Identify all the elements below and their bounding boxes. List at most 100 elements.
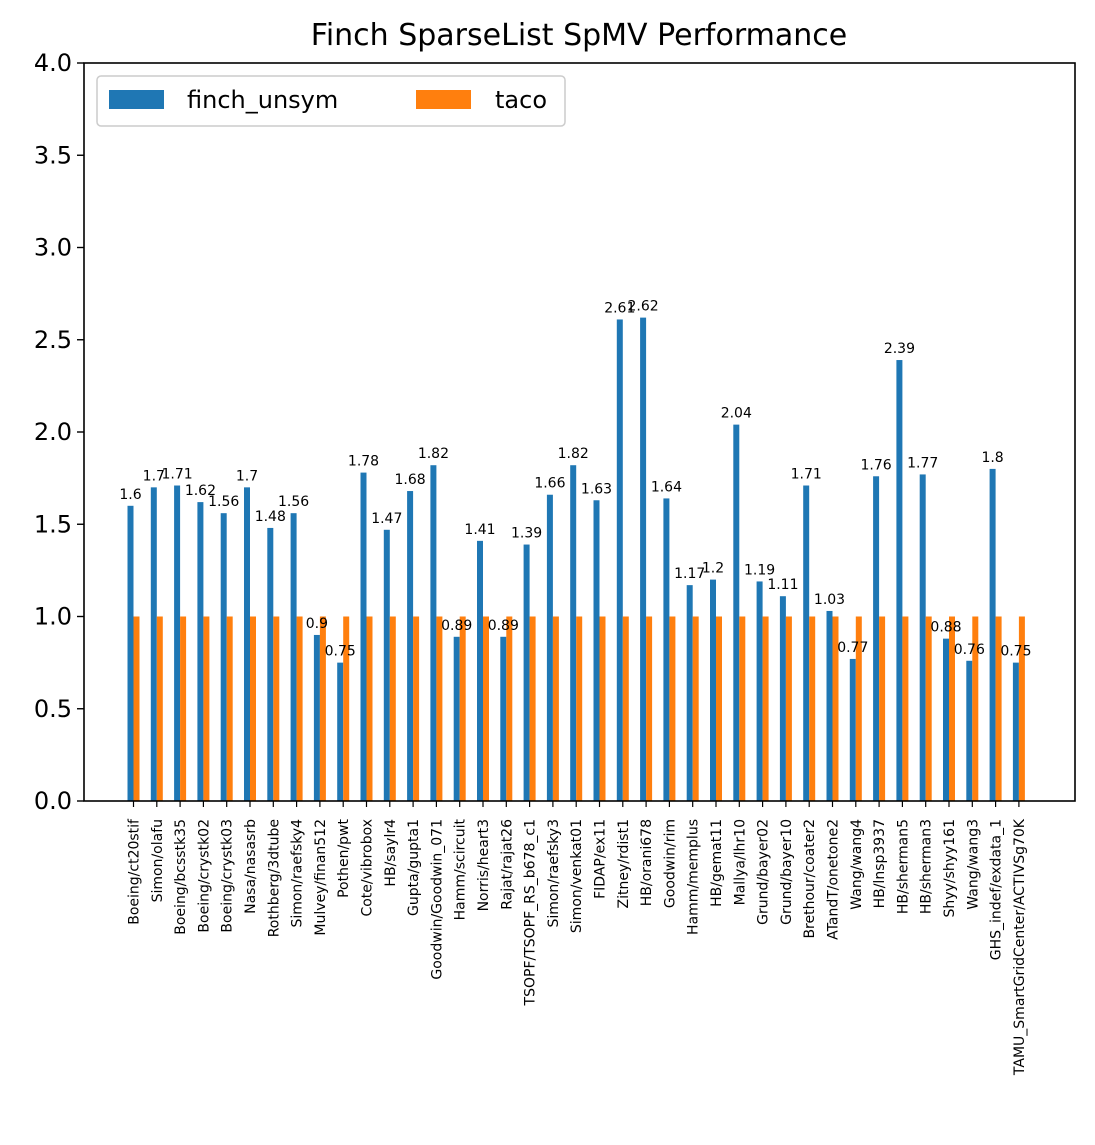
bar-taco bbox=[902, 616, 909, 801]
bar-finch-unsym bbox=[220, 513, 227, 801]
x-tick-label-hb-gemat11: HB/gemat11 bbox=[709, 819, 725, 907]
bar-taco bbox=[809, 616, 816, 801]
bar-finch-unsym bbox=[989, 468, 996, 801]
bar-taco bbox=[995, 616, 1002, 801]
data-label: 0.75 bbox=[1000, 644, 1031, 660]
data-label: 0.88 bbox=[930, 620, 961, 636]
bar-taco bbox=[250, 616, 256, 801]
bar-taco bbox=[576, 616, 583, 801]
x-tick-label-simon-venkat01: Simon/venkat01 bbox=[569, 819, 585, 933]
data-label: 2.04 bbox=[721, 406, 752, 422]
bar-taco bbox=[599, 616, 606, 801]
data-label: 2.62 bbox=[628, 299, 659, 315]
legend-frame bbox=[96, 75, 566, 127]
bar-taco bbox=[459, 616, 466, 801]
x-tick-label-hamm-memplus: Hamm/memplus bbox=[686, 819, 702, 935]
x-tick-label-grund-bayer10: Grund/bayer10 bbox=[779, 819, 795, 925]
bar-taco bbox=[319, 616, 326, 801]
data-label: 1.19 bbox=[744, 562, 775, 578]
bar-finch-unsym bbox=[1012, 662, 1019, 801]
x-tick-label-gupta-gupta1: Gupta/gupta1 bbox=[406, 819, 422, 916]
bar-finch-unsym bbox=[174, 485, 181, 801]
bar-taco bbox=[156, 616, 163, 801]
data-label: 1.76 bbox=[861, 457, 892, 473]
bar-taco bbox=[296, 616, 303, 801]
bar-finch-unsym bbox=[756, 581, 763, 801]
bar-finch-unsym bbox=[663, 498, 670, 801]
bar-taco bbox=[832, 616, 839, 801]
bar-finch-unsym bbox=[150, 487, 157, 801]
x-tick-label-mulvey-finan512: Mulvey/finan512 bbox=[313, 819, 329, 936]
y-tick-label: 1.0 bbox=[34, 603, 72, 631]
x-tick-label-rajat-rajat26: Rajat/rajat26 bbox=[499, 819, 515, 910]
y-tick-label: 2.0 bbox=[34, 418, 72, 446]
chart-title: Finch SparseList SpMV Performance bbox=[311, 18, 847, 53]
data-label: 1.11 bbox=[767, 577, 798, 593]
data-label: 1.8 bbox=[981, 450, 1003, 466]
bar-finch-unsym bbox=[616, 319, 623, 801]
data-label: 1.39 bbox=[511, 526, 542, 542]
x-tick-label-cote-vibrobox: Cote/vibrobox bbox=[360, 819, 376, 917]
data-label: 1.2 bbox=[702, 561, 724, 577]
x-tick-label-hamm-scircuit: Hamm/scircuit bbox=[453, 819, 469, 921]
bar-taco bbox=[343, 616, 350, 801]
bar-finch-unsym bbox=[849, 658, 856, 801]
legend-label-finch-unsym: finch_unsym bbox=[187, 86, 338, 114]
x-tick-label-boeing-ct20stif: Boeing/ct20stif bbox=[127, 818, 143, 925]
bar-finch-unsym bbox=[500, 636, 507, 801]
bar-taco bbox=[622, 616, 629, 801]
data-label: 1.41 bbox=[464, 522, 495, 538]
bar-finch-unsym bbox=[686, 585, 693, 801]
x-tick-label-fidap-ex11: FIDAP/ex11 bbox=[593, 819, 609, 899]
x-axis: Boeing/ct20stif Simon/olafu Boeing/bcsstk3… bbox=[127, 801, 1028, 1076]
bar-taco bbox=[389, 616, 396, 801]
bar-taco bbox=[669, 616, 676, 801]
bar-taco bbox=[413, 616, 420, 801]
data-label: 1.03 bbox=[814, 592, 845, 608]
bar-finch-unsym bbox=[407, 491, 414, 801]
x-tick-label-norris-heart3: Norris/heart3 bbox=[476, 819, 492, 911]
bar-taco bbox=[506, 616, 513, 801]
x-tick-label-boeing-bcsstk35: Boeing/bcsstk35 bbox=[173, 819, 189, 935]
bar-finch-unsym bbox=[430, 465, 437, 801]
y-tick-label: 4.0 bbox=[34, 49, 72, 77]
bar-finch-unsym bbox=[244, 487, 250, 801]
bar-taco bbox=[855, 616, 862, 801]
data-label: 0.76 bbox=[954, 642, 985, 658]
data-label: 1.47 bbox=[371, 511, 402, 527]
bar-taco bbox=[552, 616, 559, 801]
x-tick-label-rothberg-3dtube: Rothberg/3dtube bbox=[266, 819, 282, 937]
data-label: 0.9 bbox=[306, 616, 328, 632]
x-tick-label-wang-wang4: Wang/wang4 bbox=[849, 819, 865, 910]
x-tick-label-ghs-indef-exdata-1: GHS_indef/exdata_1 bbox=[989, 819, 1005, 960]
bar-taco bbox=[762, 616, 769, 801]
x-tick-label-simon-olafu: Simon/olafu bbox=[150, 819, 166, 902]
bar-finch-unsym bbox=[640, 317, 647, 801]
data-label: 1.77 bbox=[907, 455, 938, 471]
x-tick-label-brethour-coater2: Brethour/coater2 bbox=[802, 819, 818, 939]
bar-taco bbox=[739, 616, 746, 801]
x-tick-label-tsopf-tsopf-rs-b678-c1: TSOPF/TSOPF_RS_b678_c1 bbox=[523, 819, 539, 1006]
bar-finch-unsym bbox=[360, 472, 367, 801]
data-label: 1.68 bbox=[395, 472, 426, 488]
bar-finch-unsym bbox=[966, 660, 973, 801]
data-label: 0.75 bbox=[325, 644, 356, 660]
bar-finch-unsym bbox=[710, 579, 716, 801]
x-tick-label-tamu-smartgridcenter-activsg70k: TAMU_SmartGridCenter/ACTIVSg70K bbox=[1012, 818, 1028, 1076]
bar-taco bbox=[133, 616, 140, 801]
data-label: 1.48 bbox=[255, 509, 286, 525]
data-label: 1.56 bbox=[208, 494, 239, 510]
bar-finch-unsym bbox=[896, 360, 903, 801]
x-tick-label-boeing-crystk02: Boeing/crystk02 bbox=[196, 819, 212, 933]
legend-swatch-finch-unsym bbox=[109, 90, 164, 109]
x-tick-label-simon-raefsky4: Simon/raefsky4 bbox=[290, 819, 306, 928]
x-tick-label-boeing-crystk03: Boeing/crystk03 bbox=[220, 819, 236, 933]
y-tick-label: 0.5 bbox=[34, 695, 72, 723]
bar-finch-unsym bbox=[943, 638, 949, 801]
bar-taco bbox=[203, 616, 210, 801]
bar-finch-unsym bbox=[337, 662, 344, 801]
data-labels-layer: 1.61.71.711.621.561.71.481.560.90.751.78… bbox=[119, 299, 1031, 660]
data-label: 1.78 bbox=[348, 454, 379, 470]
x-tick-label-hb-sherman3: HB/sherman3 bbox=[919, 819, 935, 914]
